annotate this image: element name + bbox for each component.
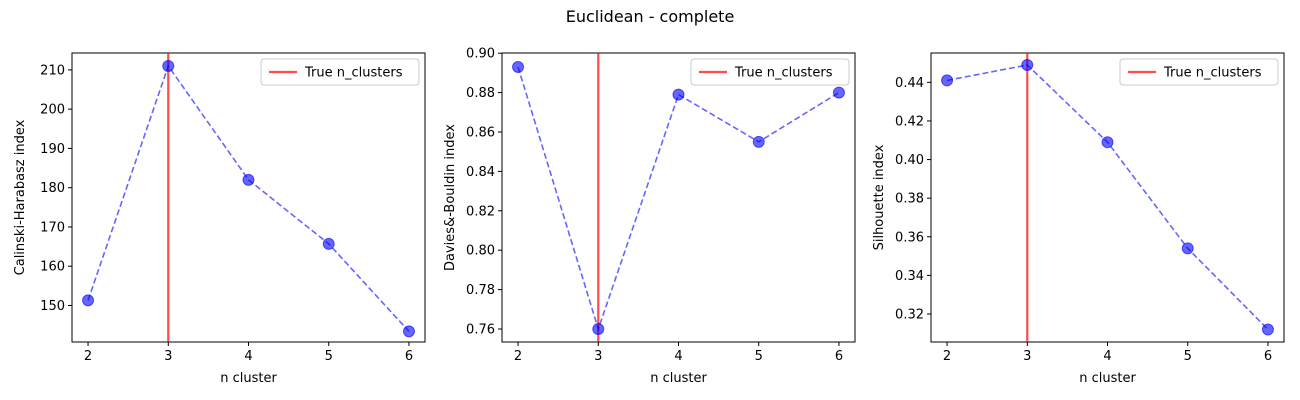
subplot-1: 2 3 4 5 6 150 160 170 180 190 200 210 n cluster Calin… <box>13 52 426 386</box>
data-point <box>1101 136 1114 149</box>
data-point <box>672 88 685 101</box>
y-tick-label: 0.38 <box>895 192 924 207</box>
y-tick-label: 0.84 <box>466 165 495 180</box>
y-tick-label: 0.34 <box>895 269 924 284</box>
y-tick-label: 0.82 <box>466 204 495 219</box>
legend-box <box>690 58 850 86</box>
data-point <box>1261 323 1274 336</box>
y-tick-label: 0.40 <box>895 153 924 168</box>
subplot-3: 2 3 4 5 6 0.32 0.34 0.36 0.38 0.40 0.42 0.44 n clust… <box>872 52 1285 386</box>
y-tick-label: 0.86 <box>466 125 495 140</box>
y-tick-label: 0.44 <box>895 76 924 91</box>
data-point <box>402 325 415 338</box>
subplot-2: 2 3 4 5 6 0.76 0.78 0.80 0.82 0.84 0.86 0.88 0.90 n c… <box>443 47 856 386</box>
x-tick-label: 6 <box>405 349 413 364</box>
x-tick-label: 5 <box>755 349 763 364</box>
y-tick-label: 0.76 <box>466 322 495 337</box>
data-point <box>941 74 954 87</box>
series-line <box>946 64 1269 331</box>
data-point <box>832 86 845 99</box>
x-tick-label: 4 <box>1103 349 1111 364</box>
legend: True n_clusters <box>690 58 850 86</box>
x-axis-label: n cluster <box>220 371 277 386</box>
x-tick-label: 3 <box>1023 349 1031 364</box>
x-tick-label: 2 <box>84 349 92 364</box>
data-point <box>512 60 525 73</box>
data-point <box>1021 58 1034 71</box>
series-line <box>517 66 840 332</box>
y-tick-label: 0.78 <box>466 283 495 298</box>
y-tick-label: 0.32 <box>895 308 924 323</box>
y-axis-label: Calinski-Harabasz index <box>13 119 28 275</box>
x-tick-label: 6 <box>835 349 843 364</box>
y-tick-label: 0.88 <box>466 86 495 101</box>
y-tick-label: 0.36 <box>895 230 924 245</box>
subplots: 2 3 4 5 6 150 160 170 180 190 200 210 n cluster Calin… <box>13 47 1285 386</box>
x-tick-label: 4 <box>244 349 252 364</box>
x-tick-label: 3 <box>164 349 172 364</box>
figure-suptitle: Euclidean - complete <box>566 7 735 26</box>
x-tick-label: 2 <box>514 349 522 364</box>
y-tick-label: 0.42 <box>895 114 924 129</box>
axes-frame <box>930 52 1285 343</box>
series-line <box>87 64 410 332</box>
legend-label: True n_clusters <box>734 66 833 81</box>
data-point <box>162 59 175 72</box>
data-point <box>322 237 335 250</box>
y-tick-label: 210 <box>40 63 65 78</box>
x-tick-label: 6 <box>1264 349 1272 364</box>
data-point <box>1181 242 1194 255</box>
x-tick-label: 5 <box>1184 349 1192 364</box>
legend-label: True n_clusters <box>304 66 403 81</box>
y-tick-label: 180 <box>40 181 65 196</box>
data-point <box>242 173 255 186</box>
legend-box <box>1119 58 1279 86</box>
data-point <box>752 135 765 148</box>
x-tick-label: 2 <box>943 349 951 364</box>
y-axis-label: Davies&-Bouldin index <box>443 124 458 271</box>
y-axis-label: Silhouette index <box>872 144 887 250</box>
legend: True n_clusters <box>260 58 420 86</box>
axes-frame <box>71 52 426 343</box>
y-tick-label: 170 <box>40 220 65 235</box>
x-tick-label: 5 <box>325 349 333 364</box>
x-tick-label: 3 <box>594 349 602 364</box>
x-tick-label: 4 <box>674 349 682 364</box>
y-tick-label: 150 <box>40 299 65 314</box>
y-tick-label: 0.80 <box>466 244 495 259</box>
y-tick-label: 190 <box>40 142 65 157</box>
x-axis-label: n cluster <box>1079 371 1136 386</box>
y-tick-label: 200 <box>40 103 65 118</box>
legend: True n_clusters <box>1119 58 1279 86</box>
y-tick-label: 0.90 <box>466 47 495 62</box>
data-point <box>592 322 605 335</box>
data-point <box>82 294 95 307</box>
y-tick-label: 160 <box>40 260 65 275</box>
x-axis-label: n cluster <box>650 371 707 386</box>
legend-box <box>260 58 420 86</box>
legend-label: True n_clusters <box>1163 66 1262 81</box>
